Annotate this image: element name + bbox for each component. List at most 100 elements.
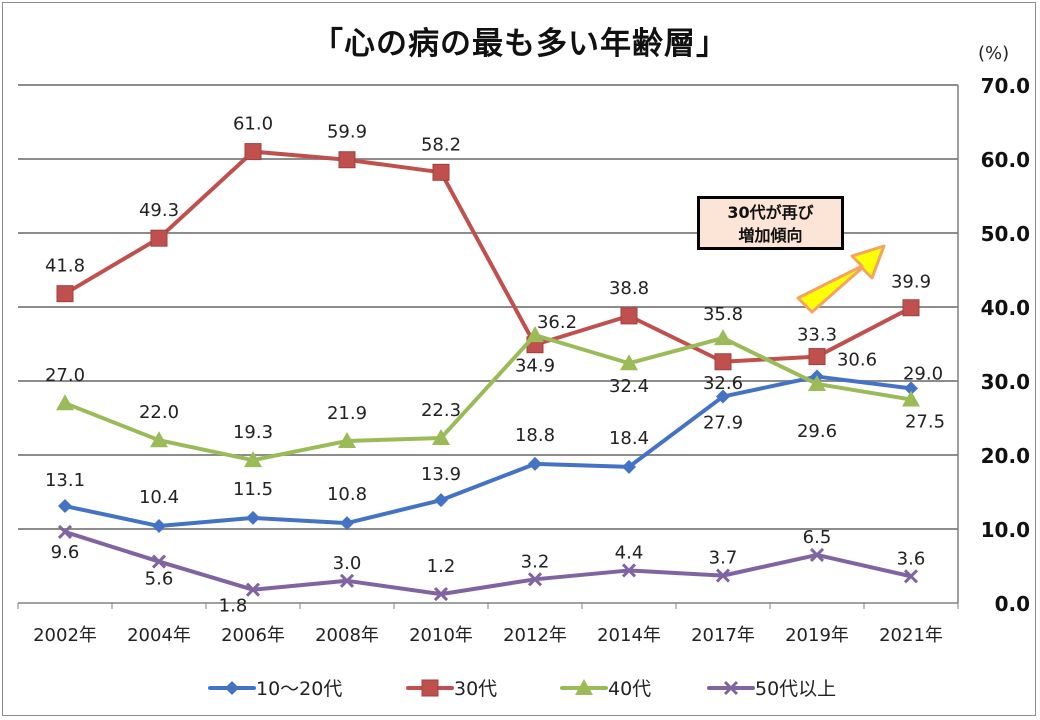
data-point (716, 389, 730, 404)
data-point (620, 354, 638, 371)
y-tick-label: 70.0 (981, 74, 1030, 98)
data-point (432, 428, 450, 445)
data-label: 32.6 (703, 373, 743, 394)
legend-marker-square-icon (406, 679, 454, 696)
data-point (338, 431, 356, 448)
data-label: 1.8 (219, 596, 248, 617)
data-label: 13.9 (421, 464, 461, 485)
data-label: 4.4 (615, 542, 644, 563)
legend: 10〜20代 30代 40代 50代以上 (0, 674, 1040, 700)
data-label: 11.5 (233, 479, 273, 500)
data-label: 6.5 (803, 527, 832, 548)
data-label: 3.0 (333, 553, 362, 574)
legend-label: 40代 (608, 678, 652, 700)
data-point (902, 390, 920, 407)
chart-title: 「心の病の最も多い年齢層」 (312, 26, 728, 62)
annotation-box: 30代が再び 増加傾向 (697, 196, 844, 250)
legend-marker (225, 680, 239, 695)
data-point (56, 394, 74, 411)
data-point (622, 459, 636, 474)
series-line-1 (63, 149, 912, 364)
series-line-2 (64, 333, 912, 463)
data-point (902, 299, 920, 317)
data-label: 10.8 (327, 484, 367, 505)
data-label: 1.2 (427, 556, 456, 577)
data-point (150, 431, 168, 448)
data-point (528, 456, 542, 471)
data-point (246, 510, 260, 525)
legend-label: 50代以上 (755, 678, 837, 700)
x-tick-label: 2002年 (33, 625, 97, 646)
data-point (150, 229, 168, 247)
data-point (715, 568, 731, 583)
data-point (714, 329, 732, 346)
data-point (432, 163, 450, 181)
data-label: 13.1 (45, 470, 85, 491)
data-point (244, 143, 262, 161)
x-tick-label: 2004年 (127, 625, 191, 646)
data-point (56, 285, 74, 303)
data-label: 35.8 (703, 304, 743, 325)
y-tick-label: 10.0 (981, 518, 1030, 542)
data-point (244, 451, 262, 468)
data-label: 27.9 (703, 413, 743, 434)
legend-marker-triangle-icon (560, 678, 608, 695)
data-label: 34.9 (515, 356, 555, 377)
data-point (152, 519, 166, 534)
data-label: 41.8 (45, 256, 85, 277)
legend-label: 30代 (454, 678, 498, 700)
data-label: 29.6 (797, 421, 837, 442)
y-axis-unit: (%) (978, 43, 1010, 64)
data-point (339, 573, 355, 588)
data-label: 19.3 (233, 422, 273, 443)
data-point (527, 572, 543, 587)
data-label: 9.6 (51, 542, 80, 563)
series-line-3 (64, 530, 912, 597)
legend-item-40: 40代 (560, 674, 651, 701)
legend-item-30: 30代 (406, 674, 497, 701)
x-tick-label: 2019年 (785, 625, 849, 646)
data-label: 18.8 (515, 425, 555, 446)
data-point (904, 381, 918, 396)
y-tick-label: 50.0 (981, 222, 1030, 246)
data-label: 32.4 (609, 376, 649, 397)
data-label: 39.9 (891, 272, 931, 293)
data-label: 5.6 (145, 569, 174, 590)
data-point (57, 524, 73, 540)
data-label: 33.3 (797, 325, 837, 346)
data-point (434, 493, 448, 508)
y-tick-label: 30.0 (981, 370, 1030, 394)
data-label: 61.0 (233, 114, 273, 135)
x-tick-label: 2008年 (315, 625, 379, 646)
data-label: 22.0 (139, 402, 179, 423)
trend-arrow-icon (796, 244, 886, 314)
annotation-line-2: 増加傾向 (738, 226, 803, 245)
data-label: 22.3 (421, 400, 461, 421)
data-label: 18.4 (609, 428, 649, 449)
data-label: 27.5 (905, 412, 945, 433)
data-point (808, 374, 826, 391)
data-label: 21.9 (327, 403, 367, 424)
legend-label: 10〜20代 (256, 678, 343, 700)
y-tick-label: 40.0 (981, 296, 1030, 320)
data-point (620, 307, 638, 325)
data-label: 30.6 (837, 350, 877, 371)
data-label: 38.8 (609, 278, 649, 299)
data-point (58, 499, 72, 514)
legend-item-50plus: 50代以上 (707, 674, 836, 701)
x-tick-label: 2012年 (503, 625, 567, 646)
x-tick-label: 2021年 (879, 625, 943, 646)
data-label: 29.0 (903, 363, 943, 384)
data-point (245, 582, 261, 597)
data-label: 49.3 (139, 200, 179, 221)
data-point (151, 554, 167, 569)
y-tick-label: 20.0 (981, 444, 1030, 468)
data-label: 10.4 (139, 487, 179, 508)
y-tick-label: 0.0 (995, 592, 1030, 616)
legend-marker (421, 679, 439, 696)
annotation-line-1: 30代が再び (727, 203, 814, 222)
data-point (526, 326, 544, 343)
x-tick-label: 2006年 (221, 625, 285, 646)
